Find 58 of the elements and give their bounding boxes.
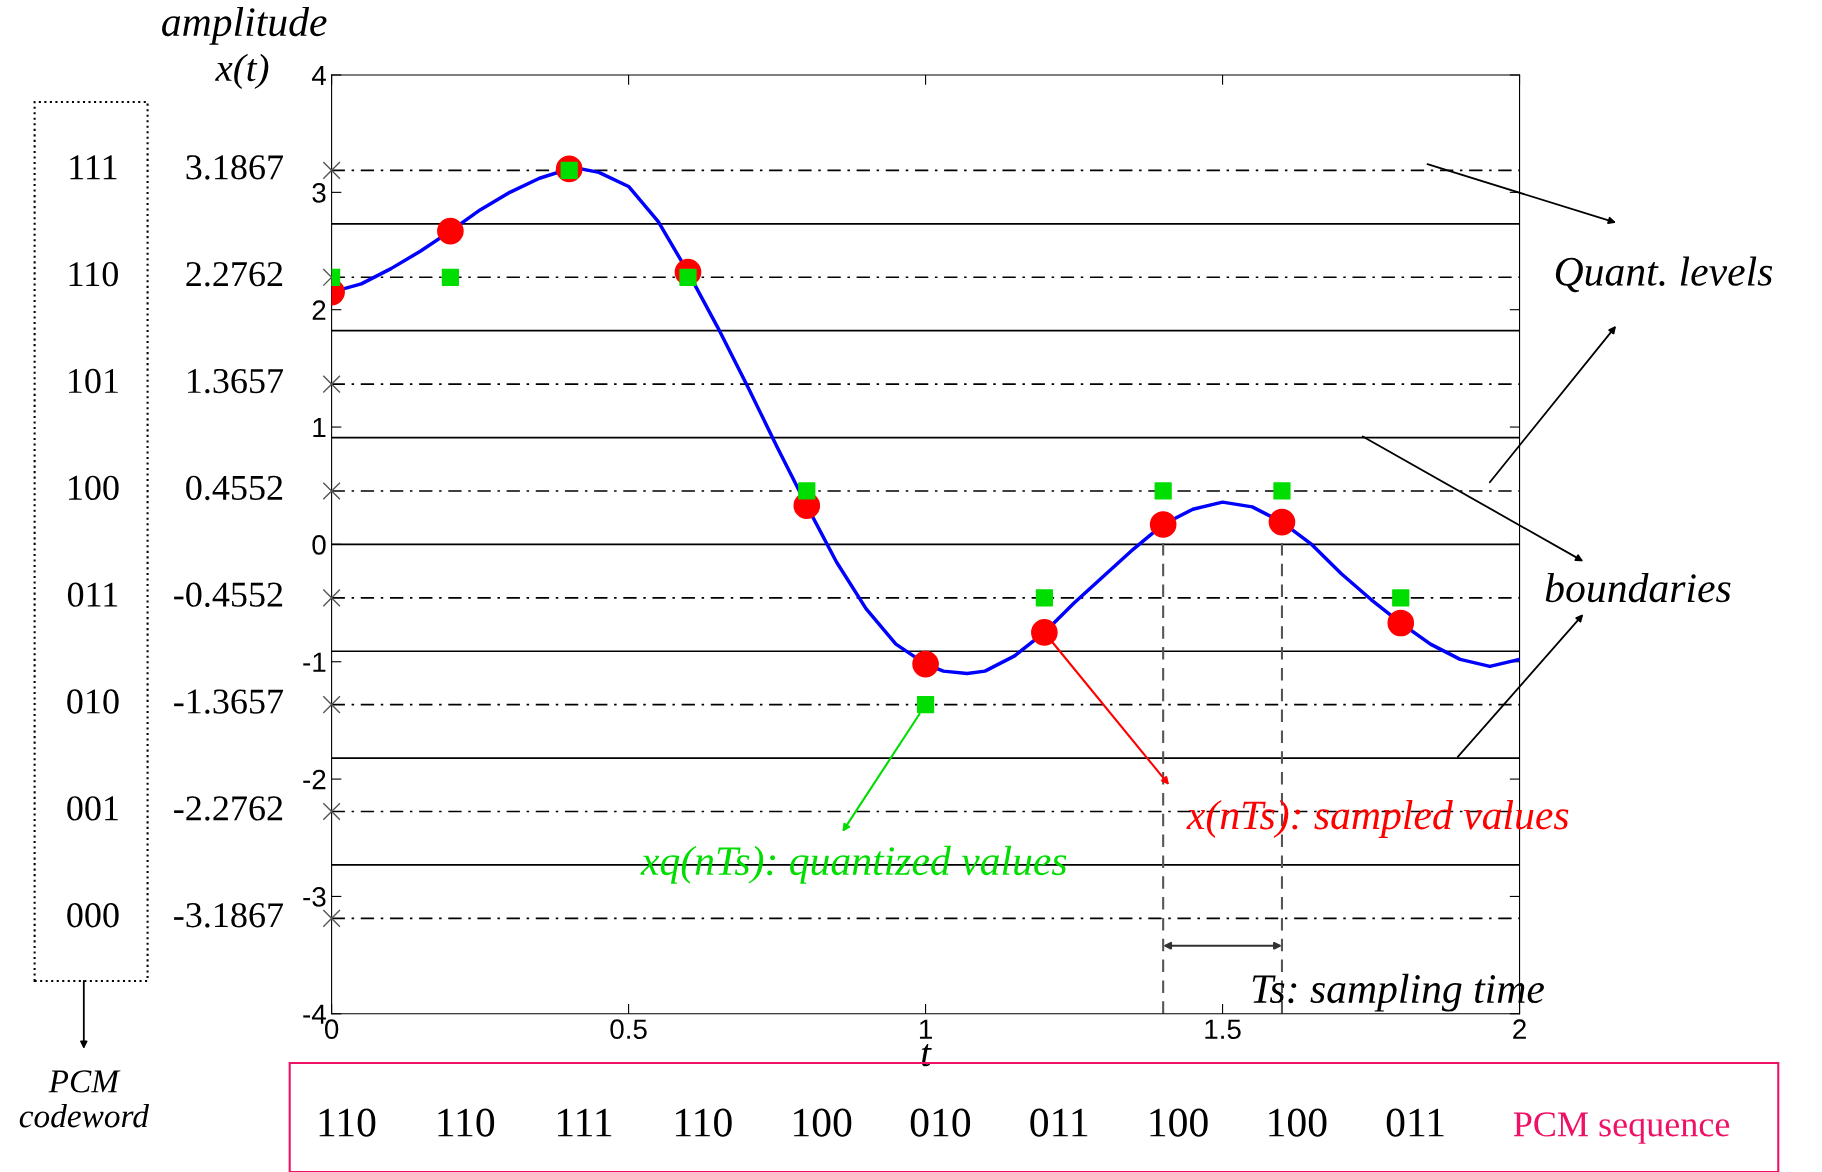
y-tick-label: 3	[312, 183, 326, 203]
y-tick-label: 1	[313, 418, 326, 438]
text: 010	[67, 689, 119, 714]
point	[441, 268, 460, 286]
point	[798, 482, 816, 500]
text: 100	[1269, 1108, 1327, 1137]
text: 010	[910, 1108, 971, 1137]
y-axis-title: x(t)	[215, 53, 269, 90]
point	[916, 696, 935, 714]
y-tick-label: -1	[303, 652, 326, 672]
x-tick-label: 1.5	[1205, 1019, 1241, 1040]
text: 110	[319, 1108, 376, 1137]
x-tick-label: 1	[919, 1019, 932, 1039]
text: boundaries	[1545, 572, 1731, 603]
point	[912, 650, 939, 678]
text: 111	[70, 155, 117, 180]
ref-line-label: -0.4552	[174, 582, 283, 608]
point	[1035, 589, 1053, 607]
text: 011	[1386, 1108, 1444, 1137]
y-tick-label: 2	[312, 300, 326, 320]
point	[1392, 589, 1410, 607]
text: 101	[69, 368, 118, 394]
text: 100	[794, 1108, 852, 1137]
point	[1268, 508, 1296, 536]
text: amplitude	[162, 6, 327, 45]
text: Quant. levels	[1555, 256, 1773, 293]
ref-line-label: -2.2762	[174, 796, 283, 821]
point	[1154, 482, 1172, 500]
text: 011	[1030, 1108, 1088, 1137]
text: 000	[67, 903, 119, 928]
text: PCM sequence	[1513, 1112, 1730, 1144]
text: 100	[69, 475, 119, 501]
point	[1387, 609, 1415, 637]
ref-line-label: -1.3657	[174, 689, 284, 714]
text: 110	[676, 1108, 732, 1137]
text: 011	[67, 582, 118, 607]
text: 110	[438, 1108, 495, 1137]
text: 110	[69, 261, 118, 287]
point	[1031, 619, 1058, 646]
x-tick-label: 2	[1513, 1019, 1526, 1039]
y-tick-label: -4	[303, 1004, 326, 1024]
ref-line-label: 1.3657	[187, 368, 284, 394]
ref-line-label: 3.1867	[186, 155, 284, 180]
ref-line-label: 2.2762	[186, 262, 283, 287]
ref-line-label: 0.4552	[186, 475, 283, 501]
y-tick-label: -2	[303, 769, 326, 790]
text: 111	[558, 1108, 612, 1137]
point	[1149, 511, 1177, 538]
point	[437, 217, 464, 245]
text: 001	[67, 796, 118, 821]
y-tick-label: -3	[303, 887, 326, 907]
y-tick-label: 0	[312, 535, 326, 555]
point	[1273, 482, 1291, 500]
text: 100	[1150, 1108, 1208, 1137]
y-tick-label: 4	[311, 65, 326, 86]
ref-line-label: -3.1867	[174, 903, 284, 928]
x-tick-label: 0.5	[610, 1019, 647, 1040]
text: PCM codeword	[19, 1070, 149, 1128]
